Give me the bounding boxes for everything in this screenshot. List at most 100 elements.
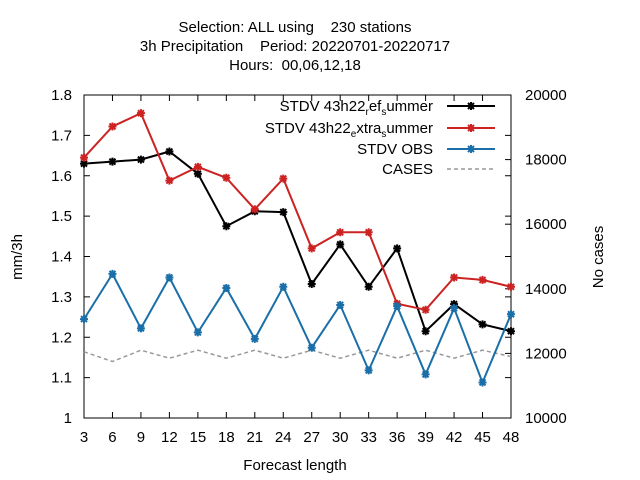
legend-label-part: s xyxy=(381,107,386,118)
data-point xyxy=(108,269,117,278)
data-point xyxy=(421,370,430,379)
data-point xyxy=(507,282,515,291)
legend-label-part: STDV 43h22 xyxy=(265,120,351,137)
data-point xyxy=(336,240,345,249)
legend-label-part: ummer xyxy=(386,98,433,115)
data-point xyxy=(279,174,288,183)
legend-label-part: xtra xyxy=(356,120,382,137)
data-point xyxy=(393,244,402,253)
data-point xyxy=(108,157,117,166)
data-point xyxy=(193,328,202,337)
data-point xyxy=(165,147,174,156)
data-point xyxy=(467,124,475,132)
data-point xyxy=(193,169,202,178)
data-point xyxy=(336,300,345,309)
data-point xyxy=(336,228,345,237)
y-tick-label: 1.6 xyxy=(51,168,72,185)
y-tick-label: 1.1 xyxy=(51,370,72,387)
x-tick-label: 30 xyxy=(332,429,349,446)
y-tick-label: 1.3 xyxy=(51,289,72,306)
legend-label-part: ef xyxy=(369,98,382,115)
x-tick-label: 42 xyxy=(446,429,463,446)
y2-tick-label: 16000 xyxy=(525,216,567,233)
data-point xyxy=(307,343,316,352)
data-point xyxy=(222,222,231,231)
series-3 xyxy=(83,349,512,363)
data-point xyxy=(108,122,117,131)
y-tick-label: 1 xyxy=(64,410,72,427)
data-point xyxy=(450,304,459,313)
data-point xyxy=(421,305,430,314)
x-tick-label: 24 xyxy=(275,429,292,446)
x-tick-label: 12 xyxy=(161,429,178,446)
legend-entry: STDV OBS xyxy=(357,141,495,158)
x-axis-label: Forecast length xyxy=(243,457,346,474)
x-tick-label: 45 xyxy=(474,429,491,446)
data-point xyxy=(307,244,316,253)
data-point xyxy=(467,145,475,153)
x-tick-label: 39 xyxy=(417,429,434,446)
series-line xyxy=(83,111,512,311)
title-line: Hours: 00,06,12,18 xyxy=(229,57,361,74)
data-point xyxy=(80,153,88,162)
legend-entry: CASES xyxy=(382,161,495,178)
data-point xyxy=(507,310,515,319)
x-tick-label: 48 xyxy=(503,429,520,446)
data-point xyxy=(478,378,487,387)
series-line xyxy=(83,271,512,386)
series-1 xyxy=(80,109,515,314)
y-tick-label: 1.5 xyxy=(51,208,72,225)
data-point xyxy=(136,155,145,164)
legend-label-part: s xyxy=(381,129,386,140)
y2-tick-label: 14000 xyxy=(525,281,567,298)
legend-label: STDV 43h22refsummer xyxy=(280,98,433,118)
x-tick-label: 27 xyxy=(303,429,320,446)
data-point xyxy=(165,176,174,185)
y2-axis-label: No cases xyxy=(590,226,607,289)
data-point xyxy=(279,208,288,217)
data-point xyxy=(222,173,231,182)
x-tick-label: 18 xyxy=(218,429,235,446)
x-tick-label: 3 xyxy=(80,429,88,446)
data-point xyxy=(507,327,515,336)
y2-tick-label: 18000 xyxy=(525,152,567,169)
x-tick-label: 6 xyxy=(108,429,116,446)
data-point xyxy=(165,273,174,282)
data-point xyxy=(307,279,316,288)
x-tick-label: 21 xyxy=(246,429,263,446)
data-point xyxy=(250,334,259,343)
data-point xyxy=(80,315,88,324)
chart-title: Selection: ALL using 230 stations 3h Prec… xyxy=(140,19,450,74)
data-point xyxy=(222,283,231,292)
y-tick-label: 1.4 xyxy=(51,249,72,266)
legend-entry: STDV 43h22refsummer xyxy=(280,98,495,118)
data-point xyxy=(467,102,475,110)
x-tick-label: 36 xyxy=(389,429,406,446)
data-point xyxy=(279,282,288,291)
plot-frame xyxy=(83,94,512,419)
legend-label-part: CASES xyxy=(382,161,433,178)
y-tick-label: 1.7 xyxy=(51,127,72,144)
data-point xyxy=(393,302,402,311)
legend-label-part: STDV 43h22 xyxy=(280,98,366,115)
legend-label-part: STDV OBS xyxy=(357,141,433,158)
series-2 xyxy=(80,269,515,387)
legend-label-part: e xyxy=(351,129,357,140)
y2-axis-ticks: 10000 12000 14000 16000 18000 20000 xyxy=(505,87,567,427)
data-point xyxy=(250,205,259,214)
series-line xyxy=(83,349,512,363)
data-point xyxy=(80,159,88,168)
legend-entry: STDV 43h22extrasummer xyxy=(265,120,495,140)
legend-label: CASES xyxy=(382,161,433,178)
data-point xyxy=(193,162,202,171)
series-0 xyxy=(80,147,515,336)
data-point xyxy=(364,366,373,375)
title-line: 3h Precipitation Period: 20220701-202207… xyxy=(140,38,450,55)
data-point xyxy=(450,273,459,282)
series-line xyxy=(83,150,512,333)
y-tick-label: 1.8 xyxy=(51,87,72,104)
data-point xyxy=(136,324,145,333)
legend-label-part: ummer xyxy=(386,120,433,137)
